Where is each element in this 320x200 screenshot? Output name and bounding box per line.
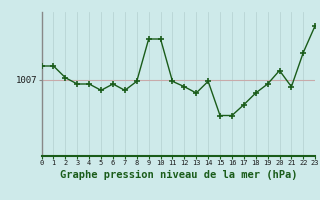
X-axis label: Graphe pression niveau de la mer (hPa): Graphe pression niveau de la mer (hPa) (60, 170, 297, 180)
